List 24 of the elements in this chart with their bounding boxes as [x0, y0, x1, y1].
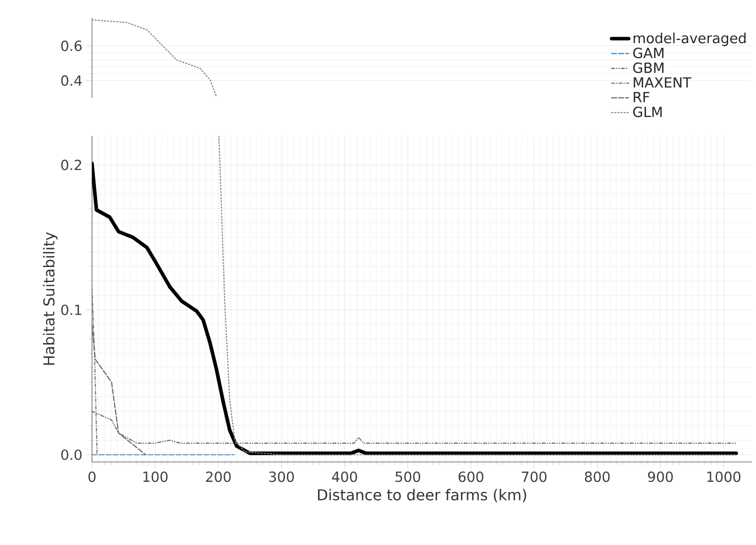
x-tick-label: 500: [396, 471, 420, 482]
x-tick-label: 100: [143, 471, 168, 482]
legend-label: GLM: [633, 106, 662, 118]
legend-label: GAM: [633, 48, 664, 58]
x-tick-label: 700: [522, 471, 546, 482]
x-tick-label: 300: [269, 471, 294, 482]
legend-label: RF: [634, 92, 650, 102]
x-tick-label: 1000: [707, 471, 740, 482]
x-tick-label: 900: [648, 471, 673, 482]
y-tick-label: 0.4: [61, 75, 82, 86]
legend-label: model-averaged: [634, 32, 746, 46]
x-axis-title: Distance to deer farms (km): [318, 488, 526, 502]
y-axis-title: Habitat Suitability: [43, 232, 58, 365]
legend-label: GBM: [633, 62, 664, 74]
x-tick-label: 800: [584, 471, 610, 482]
x-tick-label: 0: [88, 471, 96, 482]
x-tick-label: 600: [458, 471, 484, 482]
x-tick-label: 400: [332, 471, 358, 482]
y-tick-label: 0.6: [61, 40, 82, 52]
x-tick-label: 200: [206, 471, 231, 482]
y-tick-label: 0.0: [61, 449, 82, 460]
y-tick-label: 0.2: [61, 160, 82, 170]
legend-label: MAXENT: [634, 77, 692, 88]
y-tick-label: 0.1: [61, 304, 82, 316]
